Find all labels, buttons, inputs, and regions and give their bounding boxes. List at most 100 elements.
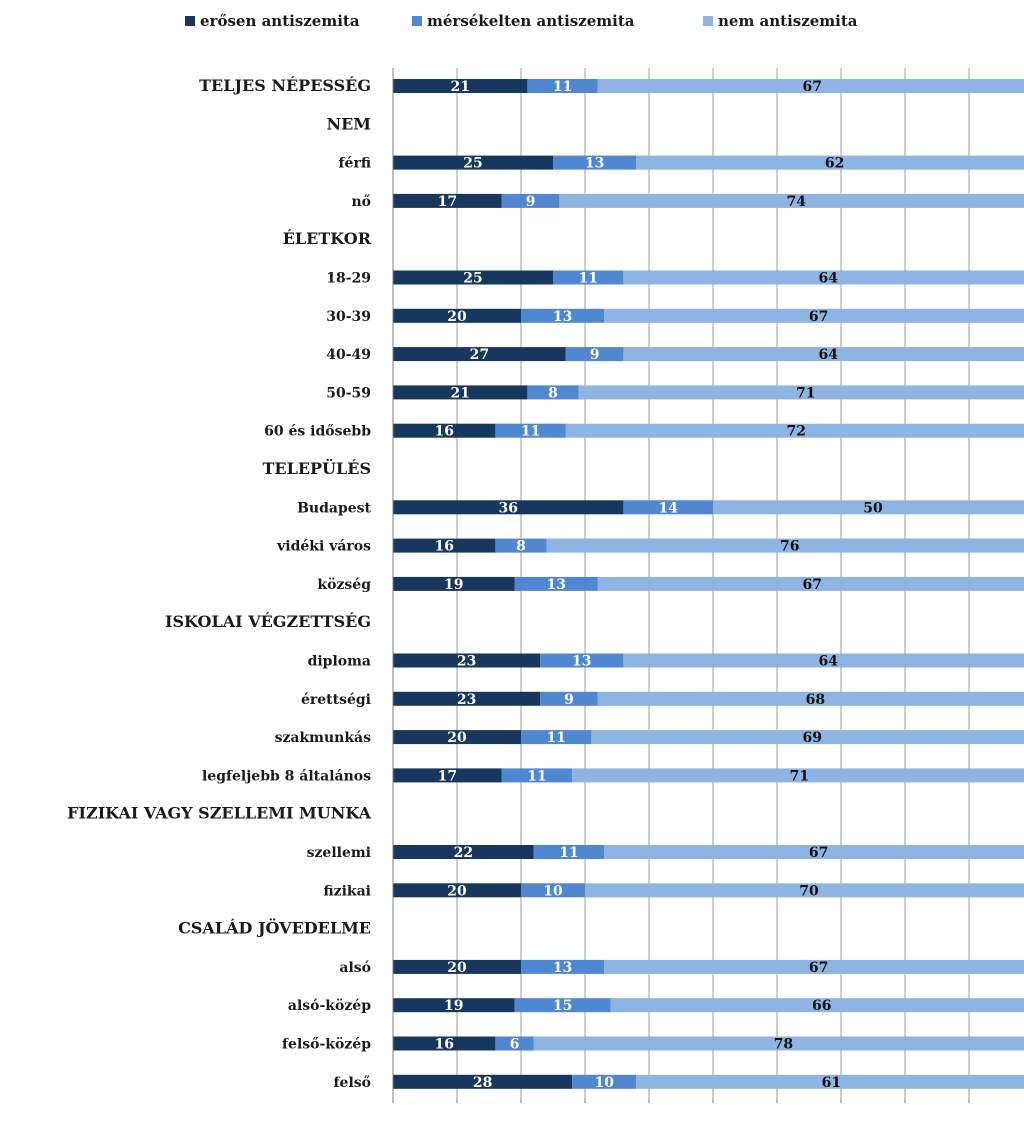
data-label-moderate: 11 xyxy=(559,845,578,861)
legend-swatch-strong xyxy=(185,16,195,26)
legend-label-moderate: mérsékelten antiszemita xyxy=(427,12,635,30)
bar-segment-none xyxy=(597,576,1024,591)
group-label-iskolai-vegzettseg: ISKOLAI VÉGZETTSÉG xyxy=(165,611,371,631)
bar-segment-none xyxy=(713,500,1024,515)
data-label-none: 61 xyxy=(822,1075,841,1091)
bar-row-50-59: 21 8 71 xyxy=(393,385,1024,401)
category-label-erettsegi: érettségi xyxy=(301,692,371,708)
data-label-moderate: 8 xyxy=(516,539,526,555)
bar-segment-strong xyxy=(393,576,515,591)
bar-segment-none xyxy=(623,653,1024,668)
bar-segment-strong xyxy=(393,385,528,400)
bar-row-diploma: 23 13 64 xyxy=(393,653,1024,670)
bar-segment-strong xyxy=(393,500,624,515)
data-label-none: 67 xyxy=(809,845,828,861)
bar-row-videki-varos: 16 8 76 xyxy=(393,538,1024,555)
bar-row-legfeljebb-8-altalanos: 17 11 71 xyxy=(393,768,1024,784)
bar-segment-none xyxy=(559,193,1024,208)
bar-row-budapest: 36 14 50 xyxy=(393,500,1024,516)
bar-segment-none xyxy=(636,1074,1024,1089)
bar-segment-strong xyxy=(393,768,502,783)
bar-row-teljes-nepesseg: 21 11 67 xyxy=(393,79,1024,95)
bar-segment-moderate xyxy=(495,423,566,438)
bar-segment-none xyxy=(591,730,1024,745)
group-label-nem: NEM xyxy=(326,114,371,133)
category-label-no: nő xyxy=(351,194,371,210)
data-label-moderate: 13 xyxy=(553,960,572,976)
bar-segment-moderate xyxy=(623,500,713,515)
bar-segment-none xyxy=(578,385,1024,400)
bar-row-also: 20 13 67 xyxy=(393,959,1024,976)
bar-segment-strong xyxy=(393,308,521,323)
data-label-none: 71 xyxy=(790,768,809,784)
data-label-strong: 25 xyxy=(463,156,482,172)
data-label-moderate: 8 xyxy=(548,385,558,401)
data-label-none: 64 xyxy=(818,271,838,287)
legend-swatch-moderate xyxy=(412,16,422,26)
bar-segment-moderate xyxy=(565,347,624,362)
bar-segment-strong xyxy=(393,883,521,898)
data-label-moderate: 11 xyxy=(553,79,572,95)
data-label-moderate: 11 xyxy=(578,271,597,287)
data-label-strong: 36 xyxy=(498,500,517,516)
bar-segment-none xyxy=(610,998,1024,1013)
bar-segment-strong xyxy=(393,538,496,553)
data-label-moderate: 15 xyxy=(553,998,572,1014)
category-label-also-kozep: alsó-közép xyxy=(288,998,371,1014)
bar-segment-moderate xyxy=(521,308,605,323)
bar-segment-strong xyxy=(393,1036,496,1051)
data-label-none: 67 xyxy=(802,79,821,95)
bar-segment-strong xyxy=(393,691,541,706)
bar-segment-moderate xyxy=(495,1036,534,1051)
category-label-legfeljebb-8-altalanos: legfeljebb 8 általános xyxy=(202,768,371,784)
data-label-moderate: 9 xyxy=(526,194,536,210)
bar-segment-moderate xyxy=(533,845,605,859)
bar-segment-moderate xyxy=(514,998,611,1013)
data-label-none: 66 xyxy=(812,998,831,1014)
data-label-none: 72 xyxy=(786,424,805,440)
bar-segment-strong xyxy=(393,730,521,745)
data-label-none: 67 xyxy=(809,309,828,325)
bar-segment-moderate xyxy=(521,883,585,898)
data-label-moderate: 13 xyxy=(546,577,565,593)
data-label-strong: 20 xyxy=(447,730,467,746)
category-label-felso: felső xyxy=(334,1075,371,1091)
bar-row-18-29: 25 11 64 xyxy=(393,270,1024,287)
bar-segment-none xyxy=(604,308,1024,323)
category-label-30-39: 30-39 xyxy=(326,309,371,325)
data-label-none: 68 xyxy=(806,692,825,708)
category-label-fizikai: fizikai xyxy=(323,883,371,899)
bar-segment-strong xyxy=(393,155,553,170)
data-label-moderate: 11 xyxy=(527,768,546,784)
category-label-szellemi: szellemi xyxy=(307,845,371,861)
legend-swatch-none xyxy=(703,16,713,26)
bar-segment-strong xyxy=(393,845,534,859)
bar-segment-none xyxy=(565,423,1024,438)
data-label-strong: 22 xyxy=(454,845,473,861)
bar-segment-moderate xyxy=(521,959,605,974)
bar-segment-moderate xyxy=(501,193,560,208)
bar-segment-moderate xyxy=(553,270,624,285)
category-label-szakmunkas: szakmunkás xyxy=(275,730,372,746)
data-label-strong: 28 xyxy=(473,1075,492,1091)
legend-label-strong: erősen antiszemita xyxy=(200,12,360,30)
group-label-fizikai-vagy-szellemi-munka: FIZIKAI VAGY SZELLEMI MUNKA xyxy=(67,804,371,823)
data-label-strong: 16 xyxy=(434,1037,453,1053)
bar-row-also-kozep: 19 15 66 xyxy=(393,998,1024,1014)
bar-segment-none xyxy=(604,959,1024,974)
data-label-strong: 21 xyxy=(450,79,469,95)
data-label-strong: 17 xyxy=(438,768,457,784)
data-label-none: 69 xyxy=(802,730,821,746)
bar-segment-none xyxy=(585,883,1024,898)
bar-segment-none xyxy=(604,845,1024,859)
bar-segment-strong xyxy=(393,79,528,93)
bar-row-no: 17 9 74 xyxy=(393,193,1024,210)
bar-segment-moderate xyxy=(540,653,624,668)
bar-segment-moderate xyxy=(527,79,598,93)
data-label-moderate: 14 xyxy=(658,500,678,516)
category-label-40-49: 40-49 xyxy=(326,347,371,363)
data-label-strong: 20 xyxy=(447,960,467,976)
data-label-strong: 16 xyxy=(434,424,453,440)
data-label-strong: 27 xyxy=(470,347,489,363)
bar-segment-moderate xyxy=(521,730,592,745)
